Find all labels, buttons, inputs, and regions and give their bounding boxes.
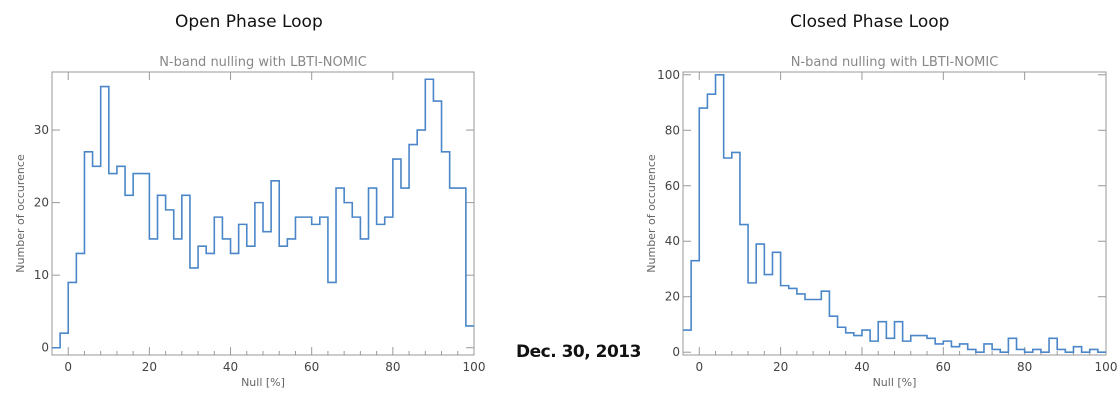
y-tick-label: 100 bbox=[657, 68, 680, 82]
y-tick-label: 10 bbox=[34, 268, 49, 282]
y-axis-label: Number of occurence bbox=[14, 154, 27, 273]
x-tick-label: 80 bbox=[385, 360, 400, 374]
date-label: Dec. 30, 2013 bbox=[516, 342, 641, 362]
right-panel-heading: Closed Phase Loop bbox=[790, 12, 950, 32]
y-tick-label: 60 bbox=[665, 179, 680, 193]
y-tick-label: 0 bbox=[672, 345, 680, 359]
plot-frame bbox=[682, 71, 1107, 356]
chart-title: N-band nulling with LBTI-NOMIC bbox=[791, 55, 999, 70]
x-tick-label: 40 bbox=[854, 360, 869, 374]
x-tick-label: 80 bbox=[1017, 360, 1032, 374]
histogram-series bbox=[683, 73, 1106, 354]
y-tick-label: 40 bbox=[665, 234, 680, 248]
left-panel-heading: Open Phase Loop bbox=[175, 12, 323, 32]
x-tick-label: 60 bbox=[304, 360, 319, 374]
y-tick-label: 20 bbox=[665, 290, 680, 304]
y-tick-label: 80 bbox=[665, 123, 680, 137]
chart-title: N-band nulling with LBTI-NOMIC bbox=[159, 55, 367, 70]
x-tick-label: 0 bbox=[695, 360, 703, 374]
x-tick-label: 0 bbox=[64, 360, 72, 374]
x-tick-label: 100 bbox=[463, 360, 486, 374]
x-tick-label: 20 bbox=[773, 360, 788, 374]
x-axis-label: Null [%] bbox=[241, 376, 285, 389]
histogram-series bbox=[52, 78, 474, 349]
y-tick-label: 0 bbox=[41, 341, 49, 355]
y-axis-label: Number of occurence bbox=[645, 154, 658, 273]
x-axis-label: Null [%] bbox=[873, 376, 917, 389]
x-tick-label: 100 bbox=[1095, 360, 1117, 374]
y-tick-label: 30 bbox=[34, 123, 49, 137]
x-tick-label: 20 bbox=[142, 360, 157, 374]
x-tick-label: 40 bbox=[223, 360, 238, 374]
x-tick-label: 60 bbox=[936, 360, 951, 374]
y-tick-label: 20 bbox=[34, 196, 49, 210]
